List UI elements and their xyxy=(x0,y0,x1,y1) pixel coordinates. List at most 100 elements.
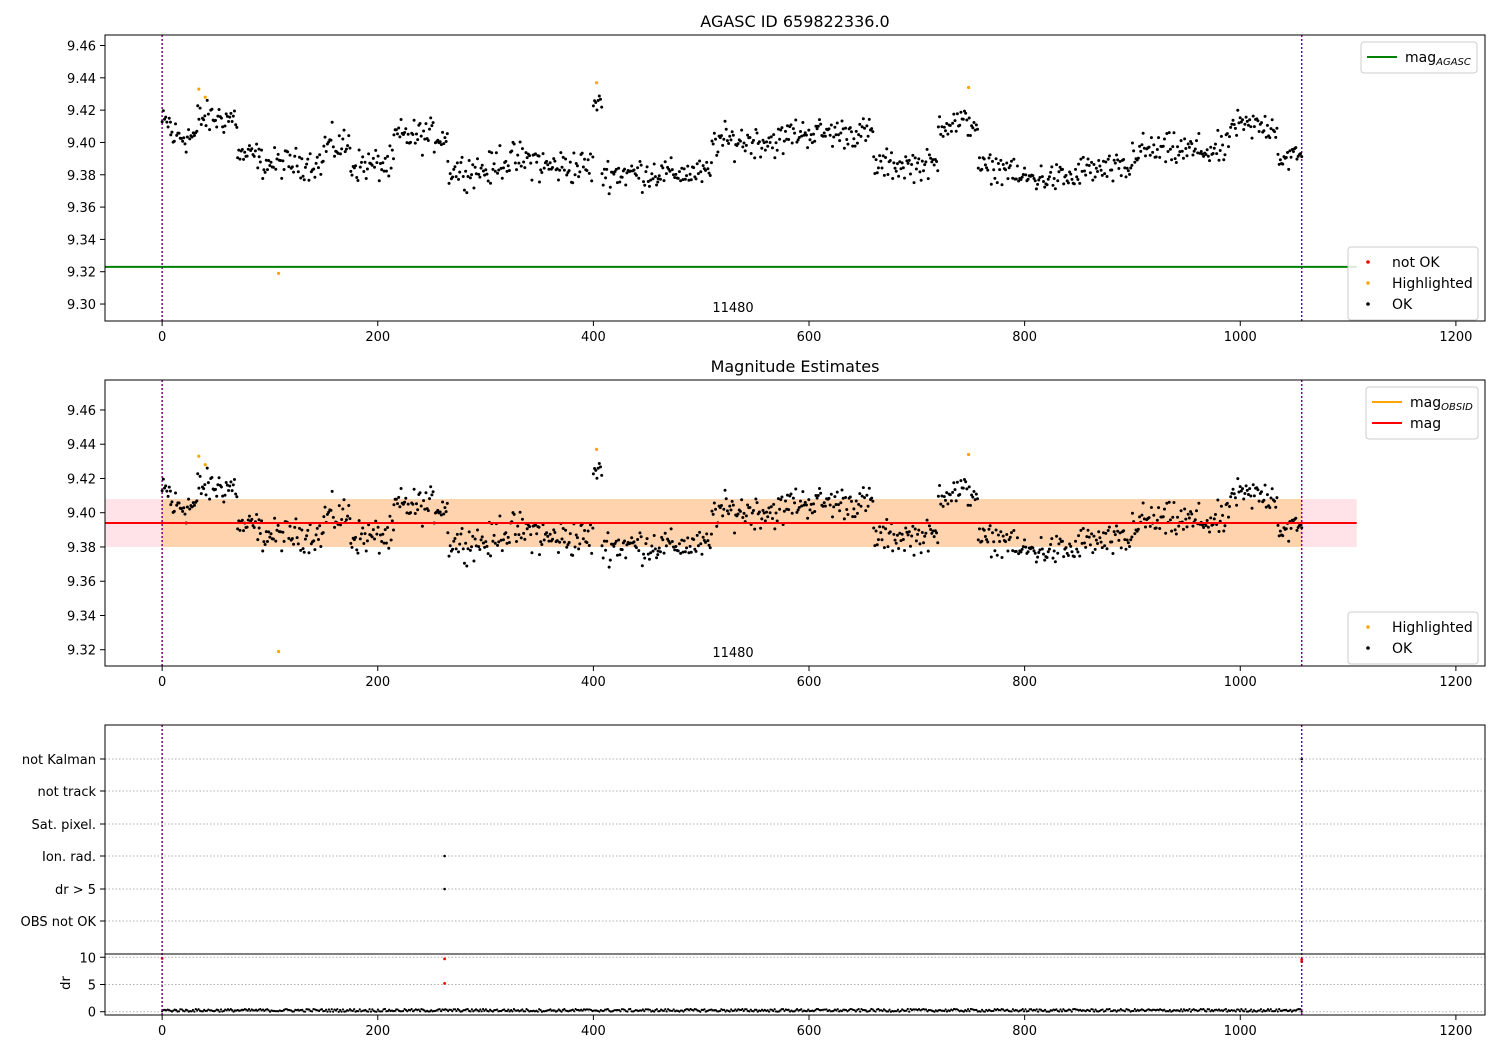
data-point xyxy=(483,545,487,549)
dr-point xyxy=(1300,1010,1303,1013)
data-point xyxy=(1032,549,1036,553)
data-point xyxy=(812,502,816,506)
data-point xyxy=(571,181,575,185)
data-point xyxy=(1105,174,1109,178)
data-point xyxy=(1086,157,1090,161)
data-point xyxy=(575,536,579,540)
data-point xyxy=(1186,142,1190,146)
x-tick-label: 0 xyxy=(158,330,166,345)
data-point xyxy=(871,499,875,503)
data-point xyxy=(682,539,686,543)
data-point xyxy=(246,518,250,522)
agasc-panel: AGASC ID 659822336.0 11480 0 200 400 600 800… xyxy=(67,12,1486,345)
data-point xyxy=(724,497,728,501)
data-point xyxy=(951,121,955,125)
data-point xyxy=(959,110,963,114)
data-point xyxy=(770,146,774,150)
data-point xyxy=(738,139,742,143)
data-point xyxy=(520,517,524,521)
dr-point xyxy=(1069,1008,1072,1012)
data-point xyxy=(300,157,304,161)
data-point xyxy=(537,553,541,557)
data-point xyxy=(949,129,953,133)
data-point xyxy=(730,499,734,503)
data-point xyxy=(798,499,802,503)
data-point xyxy=(462,188,466,192)
data-point xyxy=(192,133,196,137)
data-point xyxy=(448,544,452,548)
data-point xyxy=(560,165,564,169)
data-point xyxy=(484,168,488,172)
data-point xyxy=(657,546,661,550)
data-point xyxy=(338,523,342,527)
flag-label: Sat. pixel. xyxy=(32,818,96,833)
data-point xyxy=(767,506,771,510)
data-point xyxy=(424,491,428,495)
data-point xyxy=(1107,525,1111,529)
data-point xyxy=(907,530,911,534)
dr-point xyxy=(1088,1009,1092,1013)
dr-point xyxy=(177,1010,181,1013)
data-point xyxy=(342,128,346,132)
data-point xyxy=(170,500,174,504)
data-point xyxy=(1060,539,1064,543)
data-point xyxy=(1276,523,1280,527)
data-point xyxy=(497,168,501,172)
data-point xyxy=(203,114,207,118)
data-point xyxy=(271,165,275,169)
dr-point xyxy=(598,1010,601,1013)
data-point xyxy=(1019,177,1023,181)
data-point xyxy=(558,168,562,172)
data-point xyxy=(358,165,362,169)
data-point xyxy=(454,547,458,551)
data-point xyxy=(736,512,740,516)
data-point xyxy=(663,160,667,164)
data-point xyxy=(942,495,946,499)
dr-point xyxy=(508,1010,511,1013)
data-point xyxy=(1055,534,1059,538)
data-point xyxy=(271,537,275,541)
data-point xyxy=(547,539,551,543)
data-point xyxy=(1243,491,1247,495)
dr-point xyxy=(868,1009,872,1012)
data-point xyxy=(1038,176,1042,180)
data-point xyxy=(1047,175,1051,179)
data-point xyxy=(370,163,374,167)
data-point xyxy=(807,128,811,132)
data-point xyxy=(839,131,843,135)
data-point xyxy=(784,129,788,133)
dr-point xyxy=(773,1008,776,1011)
data-point xyxy=(160,120,164,124)
data-point xyxy=(423,507,427,511)
data-point xyxy=(898,160,902,164)
data-point xyxy=(938,484,942,488)
data-point xyxy=(647,557,651,561)
data-point xyxy=(736,142,740,146)
data-point xyxy=(493,541,497,545)
data-point xyxy=(499,166,503,170)
data-point xyxy=(591,526,595,530)
data-point xyxy=(1052,177,1056,181)
legend-marker xyxy=(1366,260,1370,264)
data-point xyxy=(604,548,608,552)
data-point xyxy=(893,538,897,542)
data-point xyxy=(574,161,578,165)
data-point xyxy=(628,169,632,173)
data-point xyxy=(985,166,989,170)
dr-point xyxy=(888,1008,891,1011)
dr-point xyxy=(905,1009,908,1012)
data-point xyxy=(490,151,494,155)
dr-point xyxy=(511,1010,514,1013)
dr-point xyxy=(327,1008,331,1011)
data-point xyxy=(911,524,915,528)
data-point xyxy=(1011,176,1015,180)
y-tick-label: 9.30 xyxy=(67,298,96,313)
data-point xyxy=(1152,513,1156,517)
data-point xyxy=(897,174,901,178)
data-point xyxy=(946,502,950,506)
data-point xyxy=(1251,114,1255,118)
data-point xyxy=(945,491,949,495)
data-point xyxy=(991,159,995,163)
dr-point xyxy=(944,1008,947,1011)
data-point xyxy=(676,549,680,553)
